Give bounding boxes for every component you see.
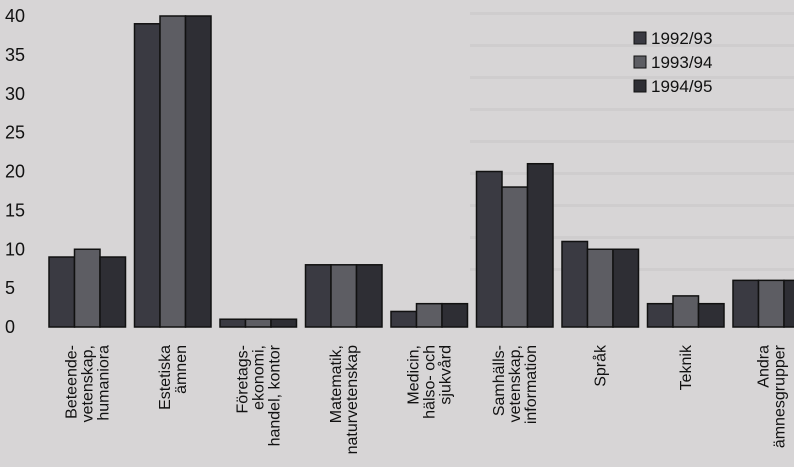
svg-text:Matematik,naturvetenskap: Matematik,naturvetenskap <box>328 345 361 455</box>
background-texture-line <box>470 108 794 111</box>
x-tick-label: Matematik,naturvetenskap <box>328 345 361 455</box>
bar-1992-93-6 <box>561 240 589 328</box>
bar-1994-95-8 <box>783 279 794 328</box>
x-tick-label: Företags-ekonomi,handel, kontor <box>234 344 283 446</box>
x-tick-label: Estetiskaämnen <box>157 345 190 410</box>
legend-label: 1993/94 <box>651 53 712 72</box>
svg-text:Språk: Språk <box>591 344 609 387</box>
background-texture-line <box>470 204 794 207</box>
bar-1992-93-5 <box>475 170 503 328</box>
bar-1993-94-0 <box>73 248 101 328</box>
bar-1993-94-8 <box>757 279 785 328</box>
bar-1992-93-4 <box>390 310 418 328</box>
background-texture-line <box>470 140 794 143</box>
x-tick-label: Teknik <box>678 344 695 390</box>
y-tick-label: 30 <box>5 84 25 104</box>
bar-1992-93-2 <box>219 318 247 328</box>
background-texture-line <box>470 12 794 15</box>
y-tick-label: 10 <box>5 239 25 259</box>
x-tick-label: Beteende-vetenskap,humaniora <box>63 345 112 422</box>
x-tick-label: Medicin,hälso- ochsjukvård <box>405 345 454 419</box>
bar-1994-95-7 <box>697 302 725 328</box>
bar-1992-93-1 <box>133 23 161 328</box>
bar-1992-93-8 <box>732 279 760 328</box>
background-texture-line <box>470 44 794 47</box>
bar-1994-95-0 <box>99 256 127 328</box>
background-texture-line <box>470 236 794 239</box>
y-axis: 0 5 10 15 20 25 30 35 40 <box>5 6 25 337</box>
legend: 1992/93 1993/94 1994/95 <box>633 29 712 96</box>
svg-text:Beteende-vetenskap,humaniora: Beteende-vetenskap,humaniora <box>63 345 112 422</box>
legend-swatch <box>633 55 647 69</box>
legend-label: 1994/95 <box>651 77 712 96</box>
background-texture-line <box>470 76 794 79</box>
bar-1993-94-5 <box>501 186 529 328</box>
y-tick-label: 15 <box>5 200 25 220</box>
svg-text:Teknik: Teknik <box>678 344 695 390</box>
legend-label: 1992/93 <box>651 29 712 48</box>
y-tick-label: 25 <box>5 123 25 143</box>
x-axis: Beteende-vetenskap,humaniora Estetiskaämn… <box>63 344 788 454</box>
y-tick-label: 40 <box>5 6 25 26</box>
bar-1994-95-6 <box>612 248 640 328</box>
background-texture-line <box>470 172 794 175</box>
bar-1994-95-5 <box>526 162 554 328</box>
x-tick-label: Språk <box>591 344 609 387</box>
bar-1993-94-4 <box>415 302 443 328</box>
y-tick-label: 0 <box>5 317 15 337</box>
x-tick-label: Samhälls-vetenskap,information <box>491 345 540 424</box>
bar-1994-95-3 <box>355 264 383 328</box>
svg-text:Samhälls-vetenskap,information: Samhälls-vetenskap,information <box>491 345 540 424</box>
bar-1993-94-7 <box>672 295 700 328</box>
svg-text:Företags-ekonomi,handel, konto: Företags-ekonomi,handel, kontor <box>234 344 283 446</box>
bar-1993-94-1 <box>159 15 187 328</box>
x-tick-label: Andraämnesgrupper <box>755 344 788 448</box>
svg-text:Andraämnesgrupper: Andraämnesgrupper <box>755 344 788 448</box>
bar-1992-93-7 <box>646 302 674 328</box>
bar-1993-94-3 <box>330 264 358 328</box>
bar-1993-94-2 <box>244 318 272 328</box>
bar-1994-95-2 <box>270 318 298 328</box>
bar-1993-94-6 <box>586 248 614 328</box>
bar-1992-93-3 <box>304 264 332 328</box>
bar-1994-95-1 <box>184 15 212 328</box>
bars <box>48 15 794 328</box>
bar-1994-95-4 <box>441 302 469 328</box>
legend-swatch <box>633 79 647 93</box>
bar-1992-93-0 <box>48 256 76 328</box>
y-tick-label: 20 <box>5 162 25 182</box>
svg-text:Medicin,hälso- ochsjukvård: Medicin,hälso- ochsjukvård <box>405 345 454 419</box>
y-tick-label: 5 <box>5 278 15 298</box>
legend-swatch <box>633 31 647 45</box>
svg-text:Estetiskaämnen: Estetiskaämnen <box>157 345 190 410</box>
y-tick-label: 35 <box>5 45 25 65</box>
